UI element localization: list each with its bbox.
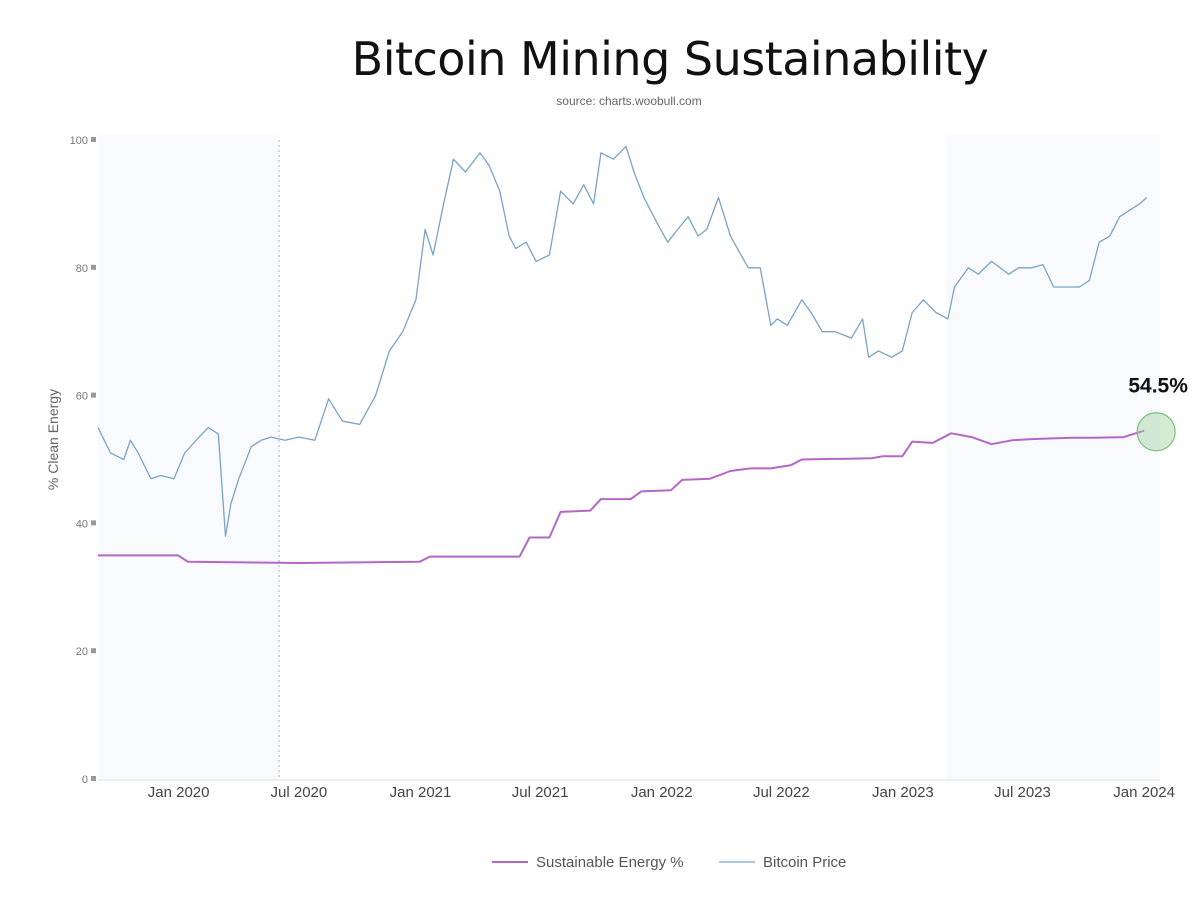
annotation-marker — [1136, 412, 1176, 452]
y-tick-mark — [91, 776, 96, 781]
x-tick-label: Jan 2021 — [390, 784, 452, 801]
y-tick-mark — [91, 392, 96, 398]
x-tick-label: Jan 2023 — [872, 784, 934, 801]
x-tick-label: Jan 2024 — [1113, 784, 1175, 801]
x-tick-label: Jan 2020 — [148, 784, 210, 801]
y-tick-label: 0 — [82, 774, 88, 786]
y-tick-label: 60 — [76, 391, 88, 403]
legend-label-0[interactable]: Sustainable Energy % — [536, 854, 684, 871]
sustainable-energy-line — [98, 429, 1145, 564]
y-tick-label: 40 — [76, 518, 88, 530]
y-tick-mark — [91, 648, 96, 654]
x-tick-label: Jul 2023 — [994, 784, 1051, 801]
chart-subtitle: source: charts.woobull.com — [556, 94, 702, 108]
annotation-label: 54.5% — [1128, 375, 1188, 398]
x-tick-label: Jul 2022 — [753, 784, 810, 801]
highlight-band-0 — [98, 135, 280, 779]
y-tick-mark — [91, 520, 96, 526]
x-tick-label: Jan 2022 — [631, 784, 693, 801]
chart-title: Bitcoin Mining Sustainability — [351, 32, 989, 86]
y-tick-mark — [91, 264, 96, 270]
bitcoin-price-line — [97, 145, 1148, 537]
highlight-band-1 — [945, 135, 1160, 779]
x-tick-label: Jul 2021 — [512, 784, 569, 801]
y-tick-mark — [91, 137, 96, 142]
y-tick-label: 20 — [76, 646, 88, 658]
legend-label-1[interactable]: Bitcoin Price — [763, 854, 846, 871]
x-tick-label: Jul 2020 — [271, 784, 328, 801]
y-tick-label: 80 — [76, 263, 88, 275]
y-tick-label: 100 — [70, 135, 88, 147]
y-axis-label: % Clean Energy — [45, 389, 61, 490]
